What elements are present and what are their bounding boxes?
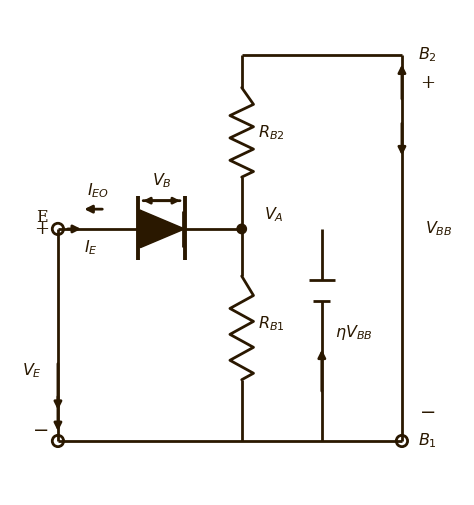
Text: E: E xyxy=(36,209,47,226)
Text: $I_E$: $I_E$ xyxy=(84,238,98,257)
Text: $V_E$: $V_E$ xyxy=(22,361,42,380)
Text: $\eta V_{BB}$: $\eta V_{BB}$ xyxy=(335,323,373,342)
Text: $B_2$: $B_2$ xyxy=(419,45,438,64)
Text: $V_A$: $V_A$ xyxy=(264,206,284,224)
Polygon shape xyxy=(140,211,183,247)
Text: −: − xyxy=(33,422,50,440)
Text: −: − xyxy=(420,403,436,422)
Text: $R_{B1}$: $R_{B1}$ xyxy=(258,314,285,332)
Text: $B_1$: $B_1$ xyxy=(419,432,438,450)
Text: $V_{BB}$: $V_{BB}$ xyxy=(426,220,453,238)
Text: +: + xyxy=(34,220,49,238)
Text: +: + xyxy=(420,74,435,92)
Text: $I_{EO}$: $I_{EO}$ xyxy=(87,181,109,199)
Text: $V_B$: $V_B$ xyxy=(152,172,172,190)
Circle shape xyxy=(237,224,246,234)
Text: $R_{B2}$: $R_{B2}$ xyxy=(258,123,285,142)
